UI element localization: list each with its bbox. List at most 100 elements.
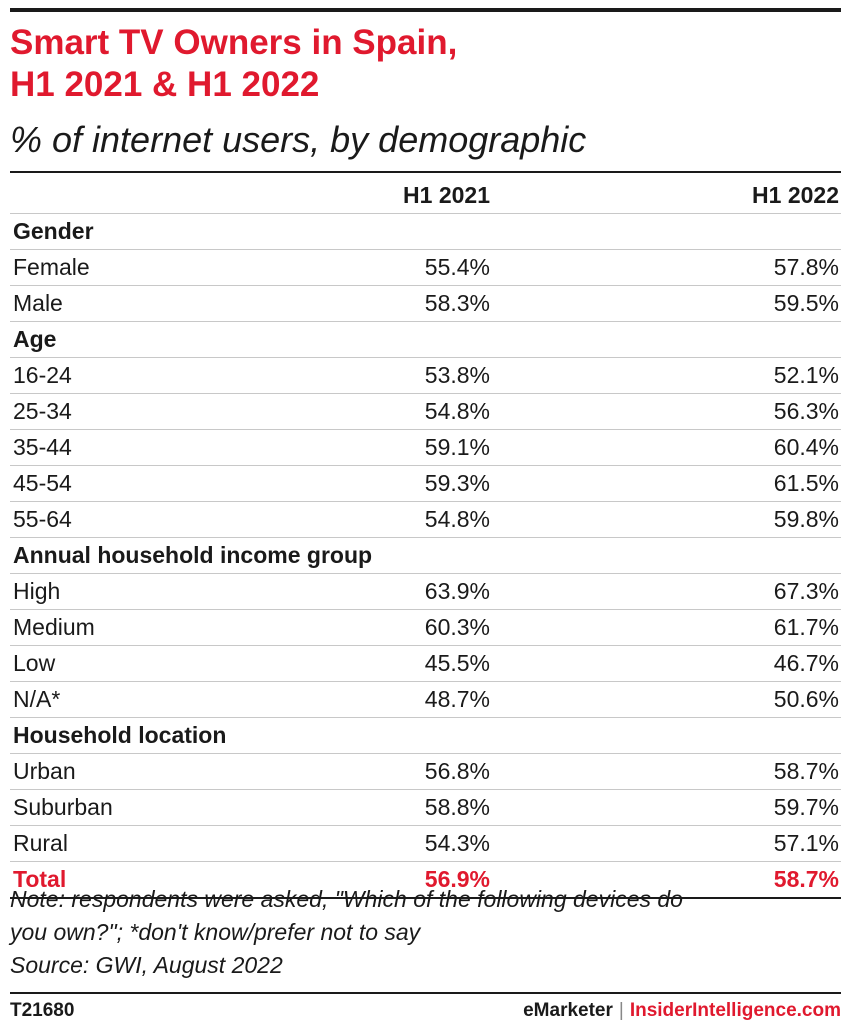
row-label: 45-54 [13, 470, 72, 496]
cell-h1-2022: 59.8% [773, 506, 839, 532]
note-line: Note: respondents were asked, "Which of … [10, 886, 683, 912]
chart-note: Note: respondents were asked, "Which of … [10, 883, 841, 982]
data-table: H1 2021 H1 2022 Gender Female 55.4% 57.8% Ma… [10, 177, 841, 899]
cell-h1-2022: 59.5% [773, 290, 839, 316]
top-rule [10, 8, 841, 12]
table-row: N/A* 48.7% 50.6% [10, 682, 841, 717]
table-row: 35-44 59.1% 60.4% [10, 430, 841, 465]
table-row: Urban 56.8% 58.7% [10, 754, 841, 789]
table-row: 16-24 53.8% 52.1% [10, 358, 841, 393]
cell-h1-2022: 58.7% [773, 758, 839, 784]
brand-separator: | [618, 1000, 624, 1021]
header-rule [10, 171, 841, 173]
cell-h1-2021: 63.9% [424, 578, 490, 604]
chart-id: T21680 [10, 1000, 75, 1021]
cell-h1-2022: 61.5% [773, 470, 839, 496]
section-header-row: Annual household income group [10, 538, 841, 573]
row-separator [10, 393, 841, 394]
cell-h1-2021: 56.8% [424, 758, 490, 784]
cell-h1-2021: 48.7% [424, 686, 490, 712]
row-separator [10, 717, 841, 718]
cell-h1-2021: 58.8% [424, 794, 490, 820]
row-label: Medium [13, 614, 95, 640]
cell-h1-2022: 52.1% [773, 362, 839, 388]
cell-h1-2022: 50.6% [773, 686, 839, 712]
row-label: Total [13, 866, 67, 892]
row-label: 16-24 [13, 362, 72, 388]
cell-h1-2021: 58.3% [424, 290, 490, 316]
table-row: Male 58.3% 59.5% [10, 286, 841, 321]
title-line-2: H1 2021 & H1 2022 [10, 65, 320, 104]
row-separator [10, 825, 841, 826]
table-row: Medium 60.3% 61.7% [10, 610, 841, 645]
row-label: 25-34 [13, 398, 72, 424]
cell-h1-2022: 60.4% [773, 434, 839, 460]
column-header-h1-2021: H1 2021 [403, 182, 490, 208]
cell-h1-2021: 59.1% [424, 434, 490, 460]
table-row: 55-64 54.8% 59.8% [10, 502, 841, 537]
table-row: Female 55.4% 57.8% [10, 250, 841, 285]
note-line: you own?"; *don't know/prefer not to say [10, 919, 421, 945]
cell-h1-2021: 54.8% [424, 398, 490, 424]
row-separator [10, 249, 841, 250]
section-label: Gender [13, 218, 94, 244]
section-label: Household location [13, 722, 227, 748]
cell-h1-2021: 45.5% [424, 650, 490, 676]
footer-brand: eMarketer | InsiderIntelligence.com [523, 999, 841, 1023]
cell-h1-2021: 55.4% [424, 254, 490, 280]
row-separator [10, 357, 841, 358]
column-header-h1-2022: H1 2022 [752, 182, 839, 208]
cell-h1-2021: 54.8% [424, 506, 490, 532]
row-label: Urban [13, 758, 76, 784]
cell-h1-2022: 57.1% [773, 830, 839, 856]
row-label: 35-44 [13, 434, 72, 460]
row-separator [10, 501, 841, 502]
row-separator [10, 213, 841, 214]
cell-h1-2022: 46.7% [773, 650, 839, 676]
cell-h1-2021: 59.3% [424, 470, 490, 496]
row-separator [10, 609, 841, 610]
row-label: Rural [13, 830, 68, 856]
row-label: Suburban [13, 794, 113, 820]
row-separator [10, 573, 841, 574]
table-row: Suburban 58.8% 59.7% [10, 790, 841, 825]
row-separator [10, 321, 841, 322]
row-label: Low [13, 650, 56, 676]
table-row: 45-54 59.3% 61.5% [10, 466, 841, 501]
total-row: Total 56.9% 58.7% [10, 862, 841, 897]
cell-h1-2021: 54.3% [424, 830, 490, 856]
table-header-row: H1 2021 H1 2022 [10, 177, 841, 213]
row-label: Female [13, 254, 90, 280]
title-line-1: Smart TV Owners in Spain, [10, 23, 458, 62]
cell-h1-2022: 56.3% [773, 398, 839, 424]
cell-h1-2022: 59.7% [773, 794, 839, 820]
brand-insider-intelligence: InsiderIntelligence.com [629, 1000, 841, 1021]
row-separator [10, 861, 841, 862]
section-label: Annual household income group [13, 542, 373, 568]
section-label: Age [13, 326, 57, 352]
table-row: Low 45.5% 46.7% [10, 646, 841, 681]
section-header-row: Household location [10, 718, 841, 753]
row-separator [10, 789, 841, 790]
row-separator [10, 645, 841, 646]
table-row: High 63.9% 67.3% [10, 574, 841, 609]
cell-h1-2022: 58.7% [773, 866, 839, 892]
row-separator [10, 681, 841, 682]
cell-h1-2021: 56.9% [424, 866, 490, 892]
cell-h1-2021: 60.3% [424, 614, 490, 640]
brand-emarketer: eMarketer [523, 1000, 613, 1021]
row-separator [10, 429, 841, 430]
row-separator [10, 537, 841, 538]
row-label: High [13, 578, 61, 604]
row-separator [10, 753, 841, 754]
cell-h1-2022: 61.7% [773, 614, 839, 640]
source-line: Source: GWI, August 2022 [10, 952, 283, 978]
chart-title: Smart TV Owners in Spain, H1 2021 & H1 2… [10, 22, 457, 106]
cell-h1-2022: 67.3% [773, 578, 839, 604]
row-label: Male [13, 290, 63, 316]
table-row: Rural 54.3% 57.1% [10, 826, 841, 861]
table-row: 25-34 54.8% 56.3% [10, 394, 841, 429]
table-bottom-rule [10, 897, 841, 899]
footer-rule [10, 992, 841, 994]
row-label: N/A* [13, 686, 61, 712]
